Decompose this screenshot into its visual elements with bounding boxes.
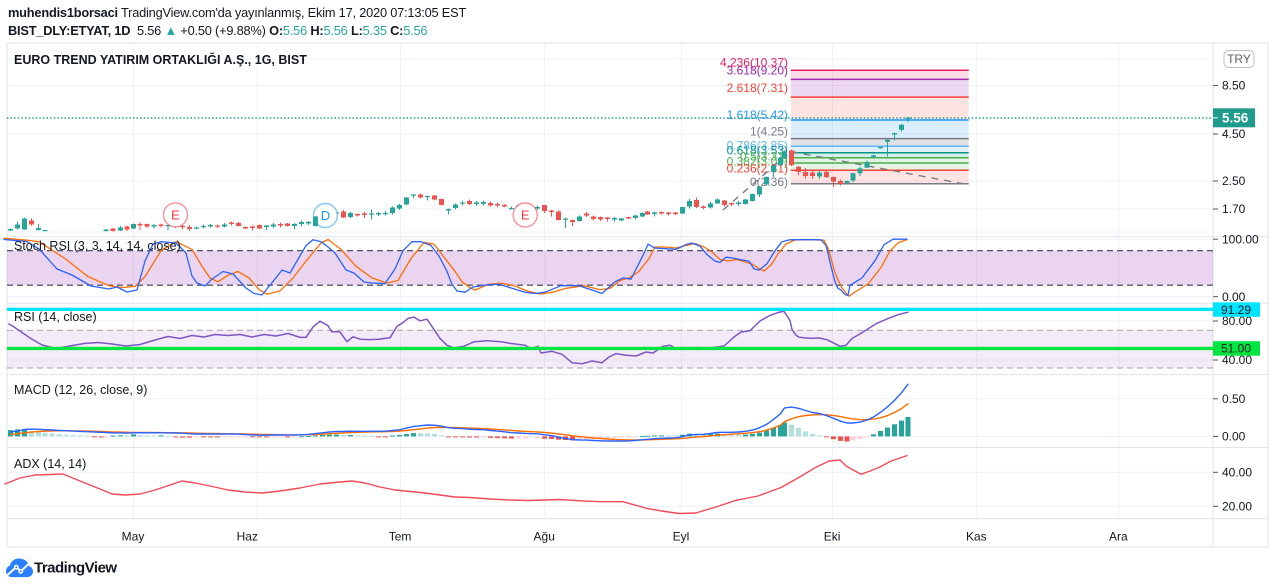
svg-text:3.618(9.20): 3.618(9.20) [727,64,788,78]
svg-text:4.50: 4.50 [1222,127,1246,141]
svg-text:ADX (14, 14): ADX (14, 14) [14,457,86,471]
svg-text:1(4.25): 1(4.25) [750,125,788,139]
svg-text:RSI (14, close): RSI (14, close) [14,310,97,324]
svg-text:Ağu: Ağu [534,530,555,544]
svg-text:D: D [321,208,330,223]
svg-text:0.382(3.09): 0.382(3.09) [727,155,788,169]
svg-text:4.236(10.37): 4.236(10.37) [720,56,788,70]
svg-text:0.00: 0.00 [1222,430,1246,444]
svg-text:Eyl: Eyl [673,530,690,544]
svg-text:E: E [521,208,530,223]
svg-text:E: E [171,207,180,222]
svg-text:40.00: 40.00 [1222,353,1252,367]
svg-text:May: May [122,530,145,544]
svg-text:1.70: 1.70 [1222,202,1246,216]
svg-text:0.786(3.85): 0.786(3.85) [727,139,788,153]
svg-text:100.00: 100.00 [1222,232,1259,246]
svg-text:91.29: 91.29 [1221,303,1251,317]
svg-text:1.618(5.42): 1.618(5.42) [727,108,788,122]
svg-text:5.56: 5.56 [1222,111,1249,126]
svg-text:8.50: 8.50 [1222,79,1246,93]
svg-text:Tem: Tem [389,530,412,544]
svg-text:MACD (12, 26, close, 9): MACD (12, 26, close, 9) [14,383,147,397]
svg-text:Ara: Ara [1109,530,1128,544]
svg-text:20.00: 20.00 [1222,500,1252,514]
svg-text:80.00: 80.00 [1222,314,1252,328]
svg-text:EURO TREND YATIRIM ORTAKLIĞI A: EURO TREND YATIRIM ORTAKLIĞI A.Ş., 1G, B… [14,52,307,67]
svg-text:0.50: 0.50 [1222,392,1246,406]
svg-text:Haz: Haz [237,530,258,544]
svg-text:TradingView: TradingView [34,560,117,577]
svg-text:0.5(3.31): 0.5(3.31) [740,150,788,164]
svg-text:40.00: 40.00 [1222,466,1252,480]
svg-text:0.618(3.53): 0.618(3.53) [727,144,788,158]
svg-text:TRY: TRY [1227,52,1251,66]
svg-text:2.618(7.31): 2.618(7.31) [727,81,788,95]
svg-text:Kas: Kas [966,530,987,544]
svg-text:Stoch RSI (3, 3, 14, 14, close: Stoch RSI (3, 3, 14, 14, close) [14,239,181,253]
svg-text:Eki: Eki [824,530,841,544]
svg-text:0.00: 0.00 [1222,290,1246,304]
svg-text:51.00: 51.00 [1221,342,1251,356]
svg-text:2.50: 2.50 [1222,174,1246,188]
